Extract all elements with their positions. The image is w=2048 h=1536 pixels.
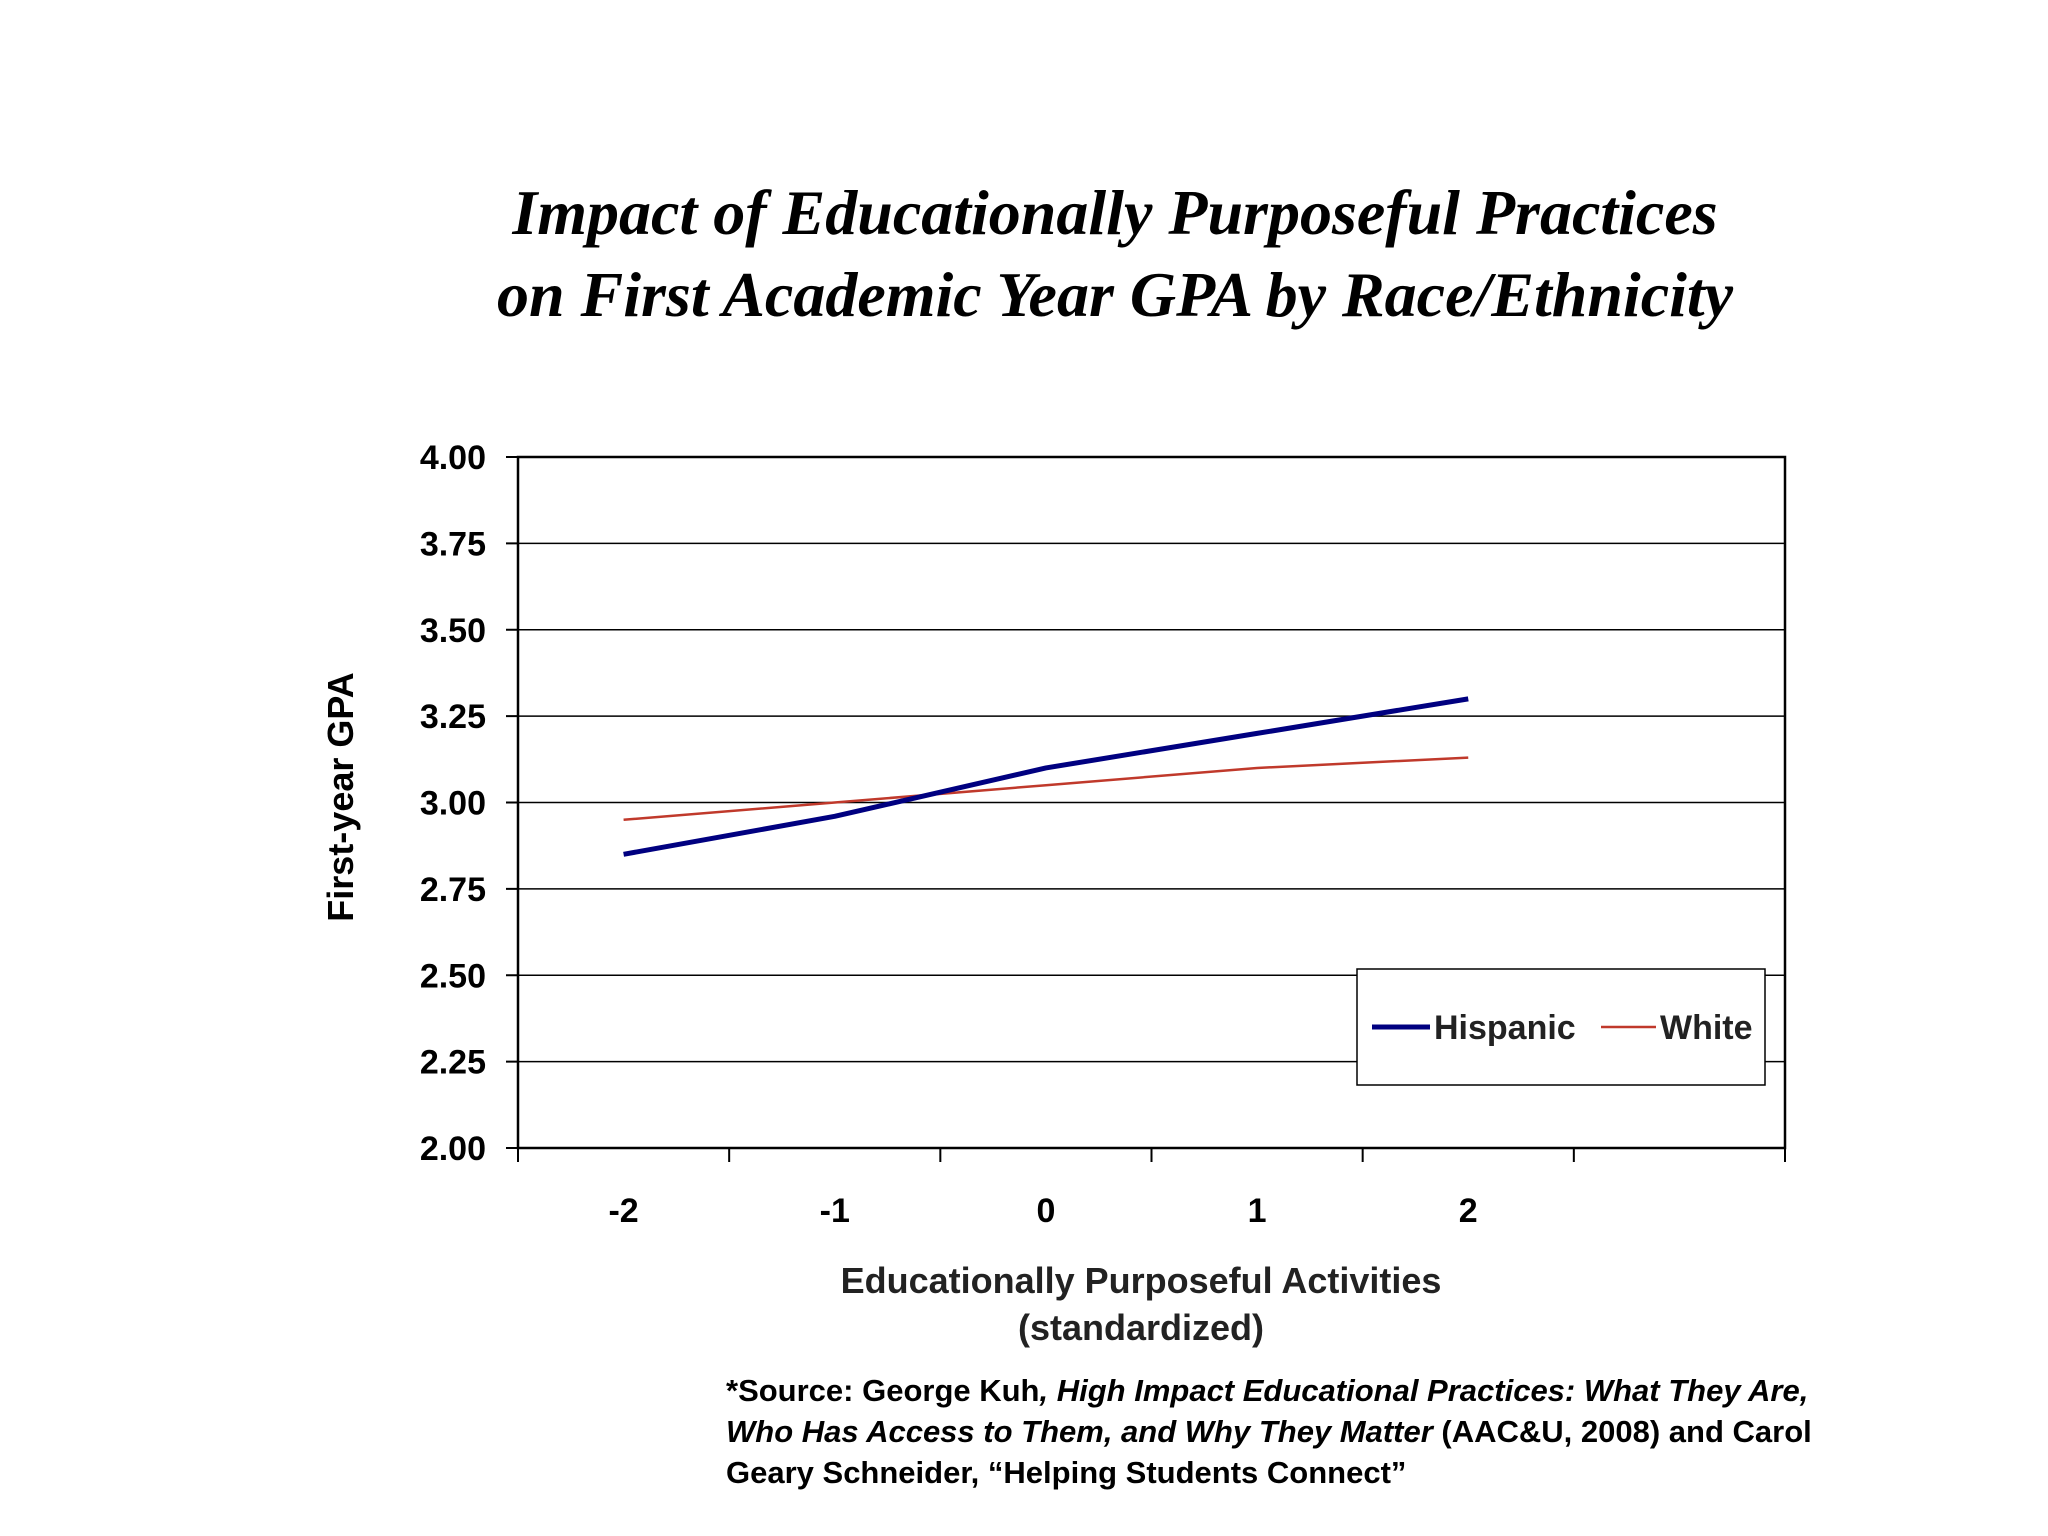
source-title-part-1: , High Impact Educational Practices: Wha… [1039,1373,1809,1408]
y-tick-label: 3.25 [420,698,486,736]
legend: Hispanic White [1356,968,1766,1086]
y-tick-label: 2.50 [420,957,486,995]
chart-title-line-1: Impact of Educationally Purposeful Pract… [512,177,1718,248]
y-tick-label: 2.00 [420,1130,486,1168]
source-citation: *Source: George Kuh, High Impact Educati… [726,1370,2006,1493]
axis-ticks [506,456,1786,1162]
source-prefix: *Source: George Kuh [726,1373,1040,1408]
source-publisher: (AAC&U, 2008) and Carol [1432,1414,1812,1449]
legend-label-hispanic: Hispanic [1434,1009,1576,1047]
y-tick-label: 3.50 [420,612,486,650]
y-tick-label: 4.00 [420,439,486,477]
y-tick-label: 3.00 [420,785,486,823]
y-tick-label: 3.75 [420,525,486,563]
series-lines [623,696,1469,857]
x-tick-label: 2 [1459,1192,1478,1230]
x-axis-label: (standardized) [1018,1307,1264,1348]
y-tick-label: 2.75 [420,871,486,909]
y-tick-label: 2.25 [420,1044,486,1082]
series-line-hispanic [623,696,1469,857]
chart-title-line-2: on First Academic Year GPA by Race/Ethni… [496,259,1734,330]
x-tick-label: -2 [608,1192,638,1230]
x-axis-label: Educationally Purposeful Activities [841,1260,1442,1301]
chart-title: Impact of Educationally Purposeful Pract… [300,172,1930,336]
grid-lines [518,542,1785,1063]
y-axis-label: First-year GPA [320,672,361,921]
source-title-part-2: Who Has Access to Them, and Why They Mat… [726,1414,1433,1449]
legend-label-white: White [1660,1009,1753,1047]
series-line-white [623,756,1469,822]
x-tick-label: 0 [1036,1192,1055,1230]
source-line-3: Geary Schneider, “Helping Students Conne… [726,1455,1407,1490]
x-tick-label: -1 [820,1192,850,1230]
axis-labels: 2.00 2.25 2.50 2.75 3.00 3.25 3.50 3.75 4.00 -2 -1… [320,439,1478,1348]
x-tick-label: 1 [1248,1192,1267,1230]
